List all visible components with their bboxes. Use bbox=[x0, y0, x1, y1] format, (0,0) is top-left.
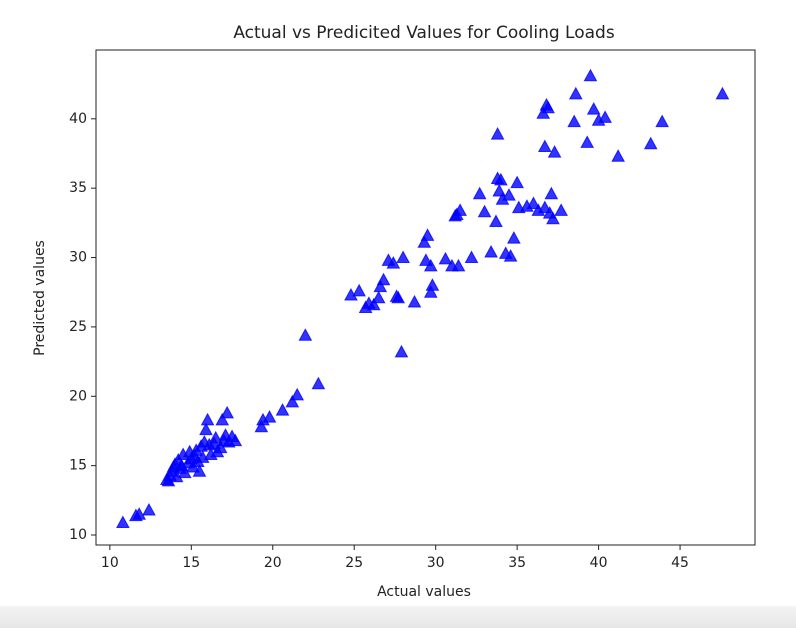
y-tick-label: 10 bbox=[69, 527, 87, 543]
x-tick-label: 35 bbox=[508, 555, 526, 571]
x-tick-label: 10 bbox=[101, 555, 119, 571]
point bbox=[451, 258, 466, 272]
point bbox=[228, 433, 243, 447]
x-tick-label: 25 bbox=[345, 555, 363, 571]
point bbox=[352, 283, 366, 297]
y-axis-label: Predicted values bbox=[32, 240, 48, 356]
point bbox=[197, 435, 212, 448]
point bbox=[568, 86, 583, 100]
point bbox=[507, 231, 521, 244]
point bbox=[187, 448, 202, 462]
point bbox=[192, 464, 207, 477]
point bbox=[142, 502, 156, 516]
point bbox=[423, 258, 438, 272]
point bbox=[477, 204, 492, 218]
point bbox=[371, 290, 386, 304]
point bbox=[417, 235, 432, 248]
point bbox=[598, 110, 612, 123]
point bbox=[174, 458, 189, 472]
y-tick-label: 35 bbox=[69, 180, 87, 196]
x-tick-label: 40 bbox=[590, 555, 608, 571]
x-tick-label: 45 bbox=[671, 555, 689, 571]
point bbox=[132, 507, 147, 520]
point bbox=[715, 86, 730, 100]
y-tick-label: 40 bbox=[69, 111, 87, 127]
point bbox=[389, 289, 404, 302]
point bbox=[116, 515, 130, 529]
point bbox=[220, 405, 234, 419]
point bbox=[215, 412, 230, 426]
point bbox=[655, 114, 669, 128]
point bbox=[298, 328, 313, 341]
point bbox=[366, 297, 381, 311]
point bbox=[394, 344, 409, 358]
point bbox=[262, 410, 277, 423]
point bbox=[484, 244, 498, 258]
x-tick-label: 20 bbox=[264, 555, 282, 571]
point bbox=[580, 135, 595, 148]
point bbox=[489, 214, 503, 227]
point bbox=[502, 188, 516, 201]
point bbox=[453, 203, 467, 216]
point bbox=[254, 419, 269, 433]
y-tick-label: 30 bbox=[69, 250, 87, 266]
point bbox=[472, 186, 487, 200]
point bbox=[464, 250, 479, 264]
point bbox=[494, 172, 508, 186]
point bbox=[208, 430, 223, 444]
point bbox=[643, 136, 658, 150]
y-tick-label: 20 bbox=[69, 388, 87, 404]
point bbox=[386, 256, 401, 269]
point bbox=[546, 211, 560, 225]
point bbox=[438, 251, 453, 265]
window-edge bbox=[0, 606, 796, 628]
plot-frame bbox=[95, 49, 756, 546]
point bbox=[199, 422, 213, 436]
point bbox=[547, 145, 562, 158]
point bbox=[285, 394, 300, 408]
point bbox=[407, 294, 422, 308]
point bbox=[586, 102, 601, 115]
point bbox=[376, 272, 391, 286]
point bbox=[420, 228, 435, 241]
point bbox=[200, 412, 215, 426]
x-axis-label: Actual values bbox=[377, 584, 471, 600]
point bbox=[373, 279, 388, 293]
point bbox=[423, 285, 438, 298]
y-tick-label: 25 bbox=[69, 319, 87, 335]
point bbox=[311, 376, 326, 390]
point bbox=[544, 186, 559, 200]
chart-title: Actual vs Predicited Values for Cooling … bbox=[233, 23, 615, 43]
point bbox=[567, 114, 582, 128]
point bbox=[554, 203, 568, 216]
point bbox=[161, 473, 176, 487]
point bbox=[490, 127, 505, 140]
point bbox=[503, 249, 518, 262]
point bbox=[425, 278, 440, 291]
point bbox=[290, 387, 305, 401]
chart: Actual vs Predicited Values for Cooling … bbox=[32, 23, 756, 600]
point bbox=[275, 403, 290, 416]
point bbox=[396, 250, 410, 264]
point bbox=[611, 149, 625, 162]
point bbox=[537, 139, 552, 153]
x-tick-label: 15 bbox=[182, 555, 200, 571]
point bbox=[583, 68, 598, 82]
x-tick-label: 30 bbox=[427, 555, 445, 571]
point bbox=[510, 175, 524, 189]
point bbox=[541, 100, 555, 114]
y-tick-label: 15 bbox=[69, 458, 87, 474]
point bbox=[526, 196, 541, 209]
